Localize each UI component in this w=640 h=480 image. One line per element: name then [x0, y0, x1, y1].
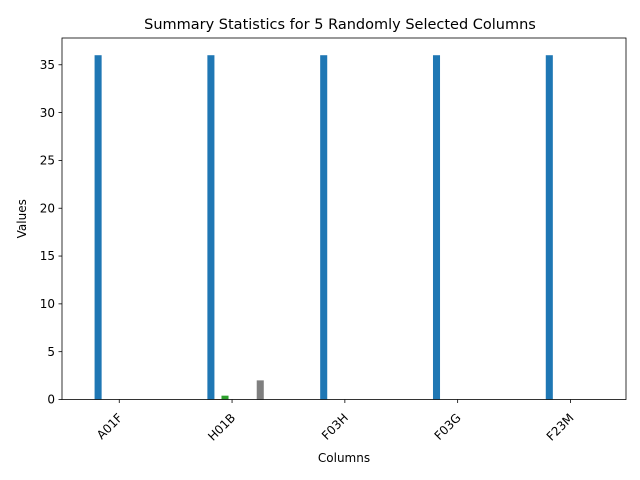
x-tick-label: H01B — [205, 411, 238, 444]
y-axis-title: Values — [15, 199, 29, 238]
x-tick-label: A01F — [94, 411, 125, 442]
x-tick-label: F03G — [432, 411, 464, 443]
y-tick-label: 10 — [40, 297, 55, 311]
bar-F03H-series-1 — [320, 55, 328, 400]
y-tick-label: 20 — [40, 201, 55, 215]
plot-frame — [61, 37, 627, 400]
y-tick-label: 5 — [47, 345, 55, 359]
bar-H01B-series-1 — [207, 55, 215, 400]
y-tick-label: 15 — [40, 249, 55, 263]
bar-H01B-series-8 — [256, 380, 264, 400]
bar-A01F-series-1 — [94, 55, 102, 400]
plot-area: 0 5 10 15 20 25 30 35 A01F H01B F03H F03G F23M — [40, 37, 627, 444]
bar-F03G-series-1 — [432, 55, 441, 400]
bar-H01B-series-3 — [221, 395, 229, 400]
y-tick-label: 0 — [47, 393, 55, 407]
y-tick-label: 30 — [40, 106, 55, 120]
x-tick-label: F03H — [319, 411, 351, 443]
y-tick-label: 25 — [40, 154, 55, 168]
y-tick-label: 35 — [40, 58, 55, 72]
bar-F23M-series-1 — [545, 55, 553, 400]
x-tick-label: F23M — [544, 411, 577, 444]
y-axis-ticks: 0 5 10 15 20 25 30 35 — [40, 58, 62, 407]
x-axis-ticks: A01F H01B F03H F03G F23M — [94, 399, 577, 444]
chart-title: Summary Statistics for 5 Randomly Select… — [144, 17, 536, 33]
bars-group — [94, 55, 553, 400]
x-axis-title: Columns — [318, 451, 370, 465]
